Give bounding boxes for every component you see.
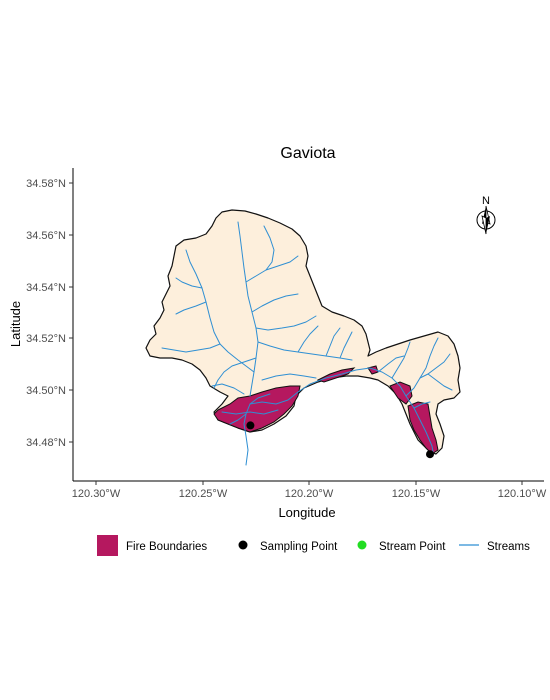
stream-line	[221, 409, 279, 415]
legend-streams-label: Streams	[487, 541, 530, 553]
legend-stream-point-swatch	[357, 540, 367, 550]
streams	[161, 221, 453, 466]
legend-stream-point-label: Stream Point	[379, 541, 446, 553]
stream-line	[211, 383, 245, 395]
north-arrow-tail-left	[481, 215, 487, 235]
y-axis-title: Latitude	[8, 301, 23, 347]
map-title: Gaviota	[280, 145, 335, 162]
legend-sampling-label: Sampling Point	[260, 541, 338, 553]
stream-line	[265, 255, 299, 271]
north-arrow-tail-right	[486, 216, 490, 234]
fire-polygon	[389, 381, 413, 405]
stream-line	[185, 249, 255, 373]
stream-line	[161, 343, 221, 353]
stream-line	[339, 331, 353, 359]
stream-line	[229, 413, 247, 425]
x-axis-title: Longitude	[278, 505, 335, 520]
x-tick-label: 120.20°W	[285, 488, 334, 500]
sampling-point	[246, 421, 255, 430]
watershed-boundary	[145, 209, 461, 455]
stream-line	[255, 315, 317, 331]
x-tick-label: 120.15°W	[392, 488, 441, 500]
y-axis-ticks: 34.48°N 34.50°N 34.52°N 34.54°N 34.56°N …	[26, 178, 73, 449]
stream-line	[427, 373, 453, 391]
stream-line	[261, 373, 317, 381]
stream-line	[243, 393, 271, 466]
sampling-points	[246, 421, 434, 459]
stream-line	[419, 353, 451, 379]
x-tick-label: 120.10°W	[498, 488, 547, 500]
y-tick-label: 34.56°N	[26, 230, 66, 242]
legend-sampling-swatch	[238, 540, 248, 550]
y-tick-label: 34.54°N	[26, 282, 66, 294]
y-tick-label: 34.50°N	[26, 385, 66, 397]
x-axis-ticks: 120.30°W 120.25°W 120.20°W 120.15°W 120.…	[72, 481, 547, 500]
stream-line	[413, 401, 431, 409]
sampling-point	[426, 450, 434, 459]
stream-line	[377, 355, 405, 373]
stream-line	[251, 293, 299, 313]
stream-line	[249, 367, 434, 453]
stream-line	[405, 337, 439, 397]
north-arrow-label: N	[482, 195, 490, 207]
legend-fire-label: Fire Boundaries	[126, 541, 207, 553]
legend-fire-swatch	[97, 535, 118, 556]
stream-line	[245, 225, 275, 283]
x-tick-label: 120.30°W	[72, 488, 121, 500]
fire-polygon	[407, 401, 439, 455]
stream-line	[325, 327, 341, 357]
stream-line	[257, 341, 353, 361]
y-tick-label: 34.48°N	[26, 437, 66, 449]
stream-line	[213, 357, 257, 389]
fire-boundaries	[213, 365, 439, 455]
stream-line	[297, 325, 319, 353]
y-tick-label: 34.52°N	[26, 333, 66, 345]
legend: Fire Boundaries Sampling Point Stream Po…	[97, 535, 530, 556]
x-tick-label: 120.25°W	[179, 488, 228, 500]
stream-line	[391, 341, 411, 379]
stream-line	[175, 301, 207, 315]
north-arrow: N	[476, 195, 496, 235]
y-tick-label: 34.58°N	[26, 178, 66, 190]
stream-line	[175, 277, 203, 289]
